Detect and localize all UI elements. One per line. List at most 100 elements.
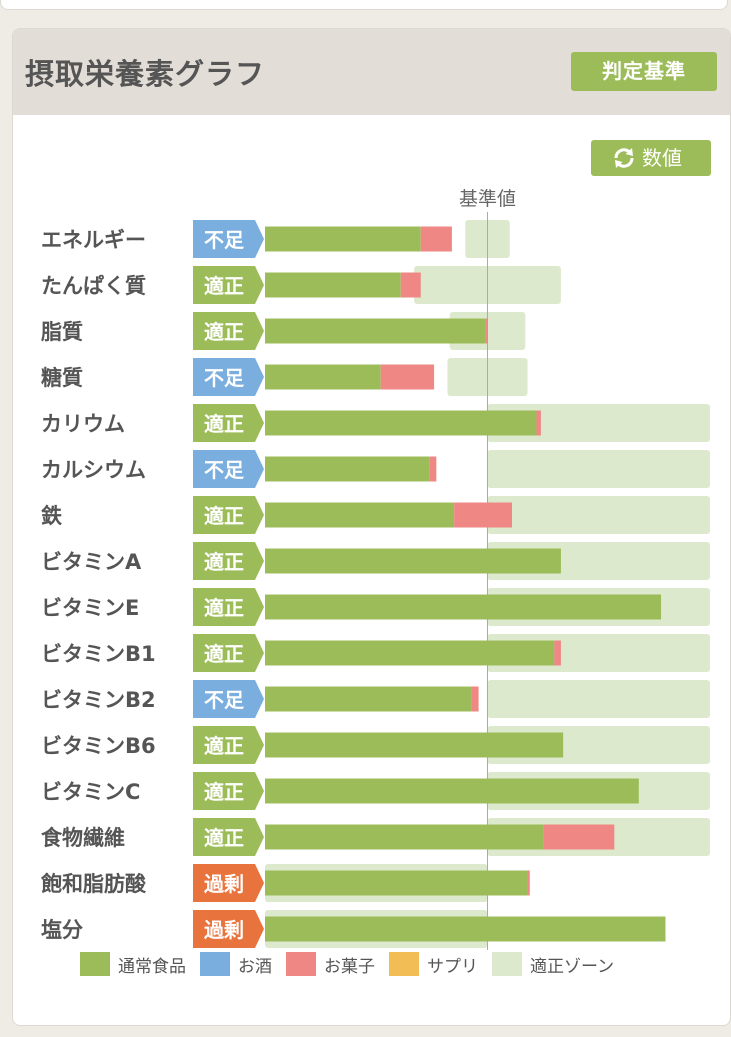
legend-swatch	[200, 952, 230, 976]
bar-segment	[265, 640, 555, 666]
bar-segment	[265, 226, 421, 252]
status-badge-label: 適正	[204, 320, 244, 344]
legend-swatch	[389, 952, 419, 976]
bar-segment	[265, 916, 666, 942]
status-badge-label: 適正	[204, 550, 244, 574]
bar-segment	[265, 778, 639, 804]
category-label: ビタミンB2	[41, 688, 156, 712]
value-toggle-button[interactable]: 数値	[591, 140, 711, 176]
chart-legend: 通常食品 お酒 お菓子 サプリ 適正ゾーン	[80, 950, 628, 978]
bar-segment	[265, 548, 561, 574]
legend-item: 適正ゾーン	[492, 952, 614, 977]
bar-segment	[454, 502, 512, 528]
legend-swatch	[492, 952, 522, 976]
status-badge-label: 過剰	[204, 872, 244, 896]
status-badge	[193, 726, 264, 764]
status-badge-label: 適正	[204, 642, 244, 666]
appropriate-zone	[487, 496, 710, 534]
status-badge-label: 適正	[204, 734, 244, 758]
reference-label: 基準値	[459, 188, 516, 210]
status-badge	[193, 680, 264, 718]
bar-segment	[265, 364, 381, 390]
legend-item: サプリ	[389, 952, 478, 977]
legend-swatch	[286, 952, 316, 976]
status-badge	[193, 358, 264, 396]
status-badge-label: 適正	[204, 412, 244, 436]
status-badge-label: 不足	[204, 366, 245, 390]
status-badge	[193, 312, 264, 350]
appropriate-zone	[487, 680, 710, 718]
category-label: ビタミンC	[41, 780, 140, 804]
card-header: 摂取栄養素グラフ 判定基準	[13, 29, 730, 115]
status-badge	[193, 450, 264, 488]
bar-segment	[265, 594, 662, 620]
bar-segment	[265, 870, 528, 896]
bar-segment	[265, 410, 537, 436]
bar-segment	[265, 824, 544, 850]
status-badge-label: 過剰	[204, 918, 244, 942]
refresh-icon	[614, 148, 634, 168]
bar-segment	[265, 732, 564, 758]
value-toggle-label: 数値	[642, 146, 682, 170]
category-label: カルシウム	[41, 458, 146, 482]
bar-segment	[380, 364, 435, 390]
page-title: 摂取栄養素グラフ	[25, 57, 266, 91]
category-label: 飽和脂肪酸	[40, 872, 147, 896]
category-label: ビタミンA	[41, 550, 142, 574]
status-badge-label: 適正	[204, 274, 244, 298]
category-label: 脂質	[41, 320, 83, 344]
bar-segment	[400, 272, 421, 298]
status-badge	[193, 542, 264, 580]
status-badge-label: 適正	[204, 826, 244, 850]
legend-label: お酒	[238, 956, 272, 977]
bar-segment	[527, 870, 530, 896]
bar-segment	[543, 824, 615, 850]
bar-segment	[265, 272, 401, 298]
status-badge	[193, 496, 264, 534]
appropriate-zone	[487, 450, 710, 488]
status-badge	[193, 818, 264, 856]
legend-item: お菓子	[286, 952, 375, 977]
status-badge	[193, 220, 264, 258]
status-badge-label: 不足	[204, 228, 245, 252]
bar-segment	[485, 318, 488, 344]
legend-swatch	[80, 952, 110, 976]
category-label: ビタミンB6	[41, 734, 156, 758]
legend-label: 適正ゾーン	[530, 956, 615, 977]
category-label: 塩分	[41, 918, 83, 942]
category-label: エネルギー	[41, 228, 146, 252]
category-label: カリウム	[41, 412, 125, 436]
status-badge	[193, 404, 264, 442]
legend-label: お菓子	[324, 956, 375, 977]
bar-segment	[265, 456, 430, 482]
status-badge-label: 適正	[204, 780, 244, 804]
status-badge-label: 適正	[204, 596, 244, 620]
bar-segment	[265, 686, 472, 712]
legend-label: 通常食品	[118, 956, 186, 977]
bar-segment	[471, 686, 479, 712]
status-badge-label: 不足	[204, 688, 245, 712]
status-badge-label: 不足	[204, 458, 245, 482]
criteria-button[interactable]: 判定基準	[571, 52, 717, 91]
status-badge	[193, 910, 264, 948]
legend-item: 通常食品	[80, 952, 186, 977]
status-badge	[193, 588, 264, 626]
bar-segment	[420, 226, 452, 252]
status-badge	[193, 266, 264, 304]
legend-item: お酒	[200, 952, 272, 977]
category-label: たんぱく質	[41, 274, 146, 298]
bar-segment	[429, 456, 437, 482]
appropriate-zone	[487, 404, 710, 442]
category-label: ビタミンB1	[41, 642, 156, 666]
bar-segment	[554, 640, 561, 666]
status-badge	[193, 864, 264, 902]
bar-segment	[265, 318, 486, 344]
category-label: ビタミンE	[41, 596, 139, 620]
category-label: 糖質	[41, 366, 83, 390]
legend-label: サプリ	[427, 956, 478, 977]
status-badge	[193, 772, 264, 810]
bar-segment	[536, 410, 541, 436]
status-badge	[193, 634, 264, 672]
status-badge-label: 適正	[204, 504, 244, 528]
